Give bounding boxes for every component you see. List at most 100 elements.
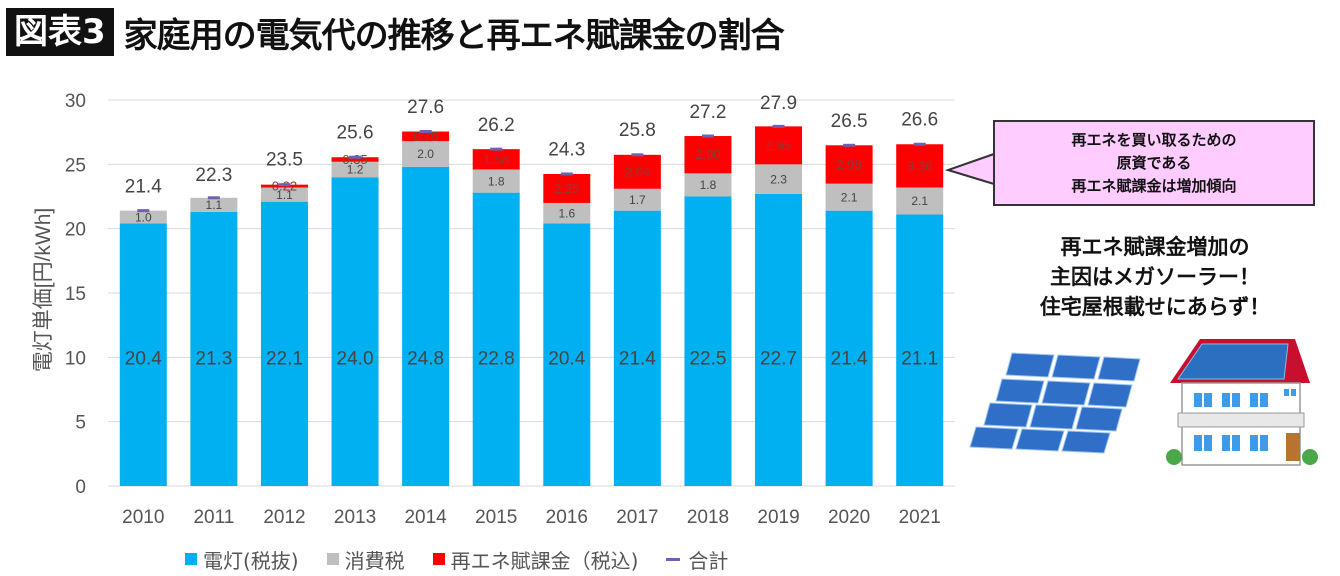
bar-data-label: 3.36 (907, 158, 932, 173)
bar-data-label: 24.8 (407, 348, 444, 369)
bar-segment (543, 223, 591, 486)
bar-data-label: 1.1 (206, 198, 223, 212)
x-tick-label: 2018 (687, 507, 729, 528)
bar-segment (190, 197, 238, 212)
legend-swatch-gray (326, 553, 339, 565)
bar-segment (119, 223, 167, 486)
bar-data-label: 2.3 (770, 172, 787, 186)
x-tick-label: 2013 (334, 507, 376, 528)
bar-data-label: 21.4 (831, 348, 868, 369)
x-tick-label: 2010 (122, 507, 164, 528)
total-label: 27.9 (760, 93, 797, 114)
bar-segment (331, 177, 379, 486)
bar-segment (613, 210, 661, 487)
bar-data-label: 22.5 (689, 348, 726, 369)
legend-swatch-blue (185, 553, 197, 565)
x-tick-label: 2016 (546, 507, 588, 528)
bar-segment (543, 173, 591, 203)
bar-segment (613, 188, 661, 211)
legend-label: 合計 (688, 548, 729, 573)
gridlines (108, 99, 955, 487)
mega-solar-icon (969, 352, 1141, 454)
bar-data-label: 21.3 (195, 348, 232, 369)
y-tick-label: 10 (65, 348, 86, 369)
total-label: 25.8 (619, 120, 656, 141)
bar-data-label: 1.2 (347, 163, 364, 177)
legend-item-light: 電灯(税抜) (185, 545, 299, 574)
total-label: 26.5 (831, 111, 868, 132)
bar-data-label: 1.58 (484, 152, 509, 167)
y-tick-label: 25 (65, 155, 86, 176)
bar-segment (472, 149, 520, 170)
bar-data-label: 1.8 (488, 174, 505, 188)
bar-segment (684, 173, 732, 197)
bar-data-label: 22.1 (266, 348, 303, 369)
total-label: 22.3 (195, 165, 232, 186)
bar-data-label: 22.8 (478, 348, 515, 369)
bar-segment (613, 154, 661, 189)
y-tick-label: 20 (65, 220, 86, 241)
bar-data-label: 2.90 (695, 147, 720, 162)
legend-label: 電灯(税抜) (203, 548, 299, 573)
bar-data-label: 0.35 (342, 152, 367, 167)
legend-label: 再エネ賦課金（税込) (450, 548, 639, 573)
bars: 20.41.021.421.31.122.322.11.10.2223.524.… (119, 93, 944, 487)
bar-segment (755, 164, 803, 194)
bar-data-label: 21.1 (901, 348, 938, 369)
bar-segment (472, 169, 520, 193)
callout-box: 再エネを買い取るための 原資である 再エネ賦課金は増加傾向 (993, 120, 1315, 206)
bar-data-label: 2.1 (911, 194, 928, 208)
legend-label: 消費税 (344, 548, 405, 573)
x-tick-label: 2021 (899, 507, 941, 528)
callout-line: 再エネ賦課金は増加傾向 (1071, 176, 1237, 195)
total-label: 23.5 (266, 150, 303, 171)
bar-data-label: 21.4 (619, 348, 656, 369)
title-row: 図表3 家庭用の電気代の推移と再エネ賦課金の割合 (6, 6, 785, 58)
x-tick-label: 2019 (757, 507, 799, 528)
bar-data-label: 20.4 (125, 348, 162, 369)
bar-segment (684, 196, 732, 486)
note-line: 住宅屋根載せにあらず！ (1039, 295, 1271, 319)
total-label: 27.2 (689, 102, 726, 123)
note-line: 再エネ賦課金増加の (1060, 235, 1250, 259)
total-label: 27.6 (407, 97, 444, 118)
bar-segment (684, 136, 732, 174)
bar-segment (543, 202, 591, 224)
bar-segment (896, 187, 944, 215)
bar-data-label: 1.8 (700, 178, 717, 192)
total-label: 26.2 (478, 115, 515, 136)
stacked-bar-chart: 0 5 10 15 20 25 30 電灯単価[円/kWh] 20.4 1.0 21.4 21.3… (32, 91, 955, 528)
bar-segment (190, 211, 238, 486)
y-tick-label: 5 (75, 413, 86, 434)
callout-line: 原資である (1116, 153, 1192, 172)
bar-segment (402, 141, 450, 167)
bar-data-label: 2.98 (836, 157, 861, 172)
bar-segment (402, 166, 450, 486)
legend-item-surcharge: 再エネ賦課金（税込) (432, 545, 639, 574)
y-tick-label: 0 (75, 477, 86, 498)
bar-segment (119, 210, 167, 224)
x-tick-label: 2015 (475, 507, 517, 528)
bar-data-label: 22.7 (760, 348, 797, 369)
bar-segment (825, 210, 873, 487)
total-label: 21.4 (125, 177, 162, 198)
total-label: 24.3 (548, 139, 585, 160)
total-label: 26.6 (901, 110, 938, 131)
x-tick-label: 2017 (616, 507, 658, 528)
callout-pointer (944, 152, 996, 186)
bar-segment (402, 131, 450, 142)
x-tick-label: 2020 (828, 507, 870, 528)
legend-swatch-red (432, 553, 445, 565)
bar-segment (755, 126, 803, 165)
bar-segment (755, 193, 803, 486)
bar-segment (896, 214, 944, 486)
bar-data-label: 1.0 (135, 210, 152, 224)
bar-data-label: 1.6 (558, 206, 575, 220)
bar-data-label: 2.95 (766, 138, 791, 153)
house-solar-icon (1166, 339, 1318, 466)
y-axis-ticks: 0 5 10 15 20 25 30 (65, 91, 86, 498)
x-tick-label: 2011 (193, 507, 234, 528)
legend-item-total: 合計 (666, 545, 728, 574)
bar-data-label: 1.7 (629, 193, 646, 207)
note-line: 主因はメガソーラー！ (1050, 265, 1260, 289)
